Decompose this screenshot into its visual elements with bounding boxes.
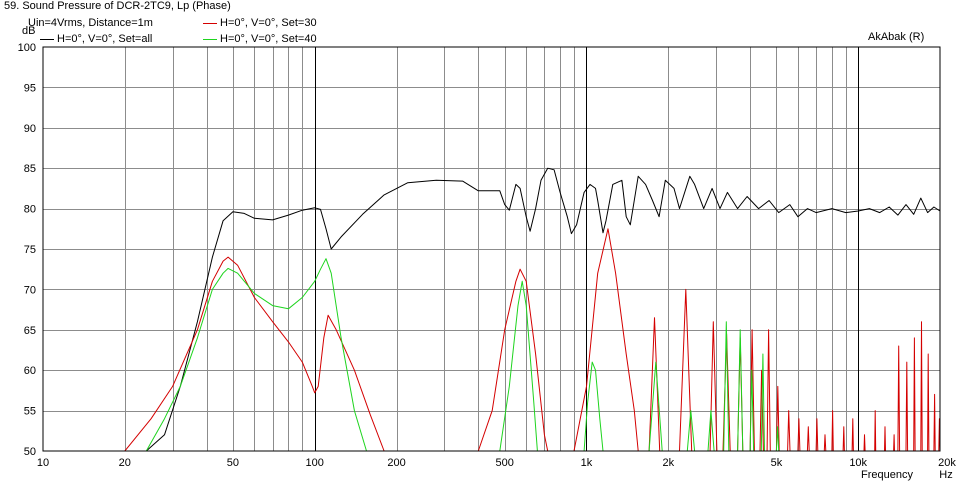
y-tick-label: 55 bbox=[24, 406, 36, 418]
legend-entry-set-40: H=0°, V=0°, Set=40 bbox=[203, 33, 317, 45]
x-tick-label: 5k bbox=[771, 457, 783, 469]
x-tick-label: 20 bbox=[119, 457, 131, 469]
y-axis-unit: dB bbox=[22, 25, 36, 37]
y-tick-label: 85 bbox=[24, 163, 36, 175]
x-tick-label: 500 bbox=[495, 457, 513, 469]
x-axis-label: Frequency bbox=[861, 469, 913, 481]
x-tick-label: 20k bbox=[938, 457, 956, 469]
y-tick-label: 60 bbox=[24, 365, 36, 377]
y-tick-label: 65 bbox=[24, 325, 36, 337]
y-tick-label: 95 bbox=[24, 82, 36, 94]
legend-swatch-set-40 bbox=[203, 38, 217, 40]
x-tick-label: 10k bbox=[849, 457, 867, 469]
x-tick-label: 50 bbox=[227, 457, 239, 469]
legend-label-set-40: H=0°, V=0°, Set=40 bbox=[220, 33, 317, 45]
series-line-1 bbox=[124, 228, 941, 452]
x-tick-label: 100 bbox=[306, 457, 324, 469]
legend-entry-set-all: H=0°, V=0°, Set=all bbox=[40, 33, 152, 45]
measurement-conditions: Uin=4Vrms, Distance=1m bbox=[28, 17, 153, 29]
x-tick-label: 200 bbox=[387, 457, 405, 469]
plot-frame bbox=[42, 46, 941, 452]
y-tick-label: 90 bbox=[24, 123, 36, 135]
y-tick-label: 80 bbox=[24, 204, 36, 216]
x-axis-unit: Hz bbox=[939, 469, 952, 481]
x-tick-label: 10 bbox=[37, 457, 49, 469]
y-tick-label: 100 bbox=[18, 42, 36, 54]
chart-title: 59. Sound Pressure of DCR-2TC9, Lp (Phas… bbox=[4, 0, 231, 12]
series-line-0 bbox=[145, 167, 941, 452]
legend-swatch-set-all bbox=[40, 38, 54, 40]
watermark: AkAbak (R) bbox=[868, 31, 925, 43]
legend-label-set-all: H=0°, V=0°, Set=all bbox=[57, 33, 153, 45]
y-tick-label: 75 bbox=[24, 244, 36, 256]
x-tick-label: 1k bbox=[581, 457, 593, 469]
legend-entry-set-30: H=0°, V=0°, Set=30 bbox=[203, 17, 317, 29]
y-tick-label: 50 bbox=[24, 446, 36, 458]
legend-swatch-set-30 bbox=[203, 22, 217, 24]
series-layer bbox=[124, 167, 941, 452]
x-tick-label: 2k bbox=[662, 457, 674, 469]
y-tick-label: 70 bbox=[24, 284, 36, 296]
legend-label-set-30: H=0°, V=0°, Set=30 bbox=[220, 17, 317, 29]
y-tick-labels: 100 95 90 85 80 75 70 65 60 55 50 bbox=[18, 42, 36, 458]
grid bbox=[43, 47, 940, 451]
x-tick-labels: 10 20 50 100 200 500 1k 2k 5k 10k 20k bbox=[37, 457, 956, 469]
